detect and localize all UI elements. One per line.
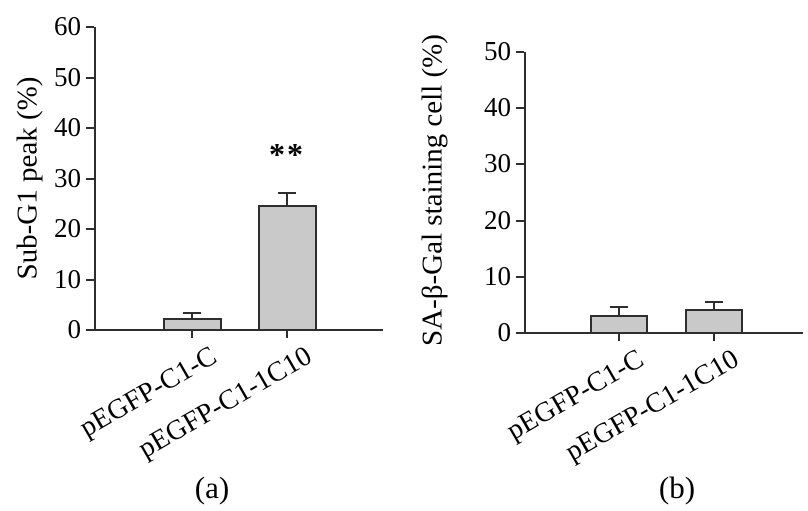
y-axis-tick [516,275,524,278]
y-axis-tick-label: 10 [54,263,81,294]
error-bar-cap [610,306,628,308]
y-axis-tick [86,177,94,180]
y-axis-tick [86,278,94,281]
y-axis-tick [86,228,94,230]
x-axis-tick [191,331,193,338]
panel-caption: (b) [658,470,696,505]
y-axis-tick-label: 30 [484,148,511,179]
y-axis-tick-label: 40 [54,111,81,142]
y-axis-tick-label: 20 [54,212,81,243]
y-axis-tick [86,76,94,79]
y-axis-tick-label: 10 [484,260,511,291]
error-bar-stem [618,307,620,317]
x-axis-tick [286,331,288,338]
error-bar-stem [191,313,193,320]
significance-annotation: ** [269,136,305,172]
y-axis-label: Sub-G1 peak (%) [11,76,44,280]
y-axis-tick-label: 50 [54,61,81,92]
x-axis-tick [618,334,620,341]
error-bar-stem [286,193,288,207]
error-bar-stem [713,302,715,311]
y-axis-tick-label: 40 [484,92,511,123]
y-axis-tick [516,51,524,53]
y-axis-tick [516,219,524,222]
x-tick-label: pEGFP-C1-1C10 [559,343,744,468]
y-axis-tick [86,329,94,331]
error-bar-cap [705,301,723,303]
x-axis [94,329,383,331]
y-axis-tick [86,127,94,129]
y-axis-tick-label: 30 [54,162,81,193]
panel-caption: (a) [194,470,230,505]
bar [590,315,648,334]
y-axis-tick-label: 0 [67,313,82,344]
x-axis [524,332,803,334]
y-axis-tick-label: 50 [484,35,511,66]
error-bar-cap [183,312,201,314]
y-axis [94,27,96,331]
y-axis-tick [516,163,524,166]
y-axis-tick-label: 0 [497,316,512,347]
y-axis-tick [516,332,524,334]
x-tick-label: pEGFP-C1-1C10 [132,340,317,465]
bar [258,205,317,331]
y-axis-tick [516,107,524,110]
error-bar-cap [278,192,296,194]
y-axis-tick-label: 60 [54,10,81,41]
y-axis [524,52,526,334]
y-axis-tick [86,26,94,28]
x-axis-tick [713,334,715,341]
y-axis-tick-label: 20 [484,204,511,235]
bar [685,309,743,334]
y-axis-label: SA-β-Gal staining cell (%) [416,34,449,346]
bar [163,318,222,331]
